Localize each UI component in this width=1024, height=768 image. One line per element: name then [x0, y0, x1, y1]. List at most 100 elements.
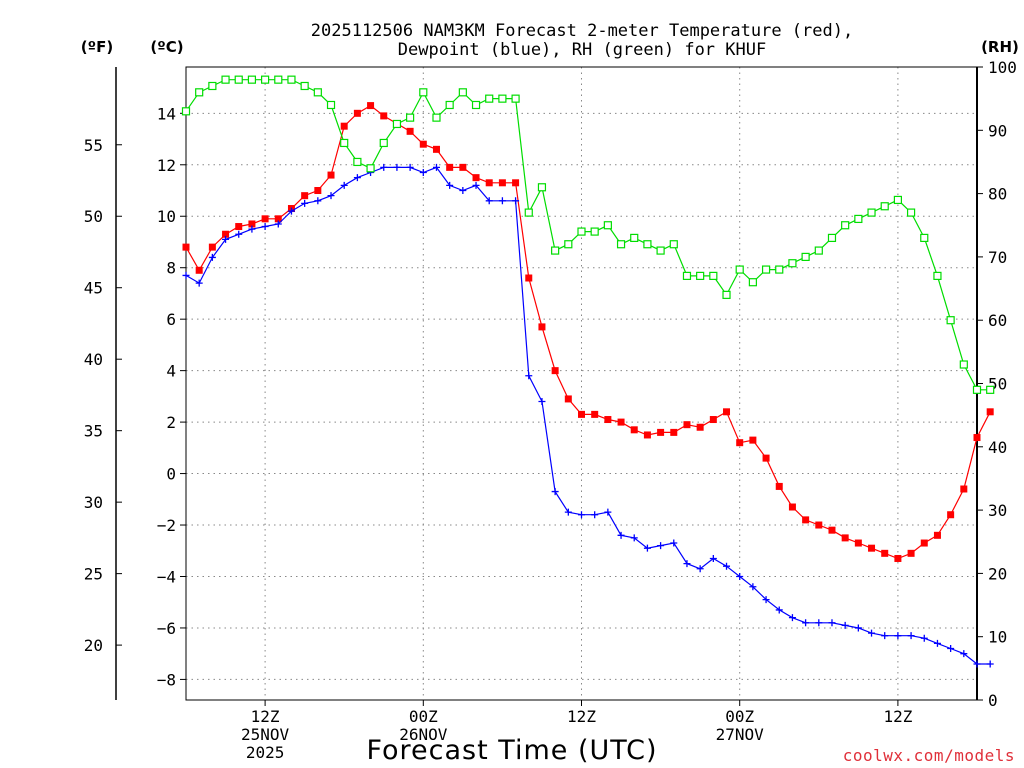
temperature-point [947, 511, 955, 519]
dewpoint-point [709, 554, 717, 562]
rh-point [709, 271, 718, 280]
celsius-tick-label: −8 [157, 670, 176, 689]
dewpoint-point [538, 398, 546, 406]
fahrenheit-tick-label: 50 [84, 207, 103, 226]
rh-point [656, 246, 665, 255]
temperature-point [538, 323, 546, 331]
rh-point [959, 360, 968, 369]
rh-point [880, 202, 889, 211]
series-line [185, 104, 991, 560]
x-tick-label: 12Z [883, 707, 912, 726]
rh-point [353, 157, 362, 167]
temperature-point [802, 516, 810, 524]
dewpoint-point [696, 565, 704, 573]
dewpoint-point [802, 619, 810, 627]
rh-point [827, 233, 837, 243]
temperature-point [182, 243, 190, 251]
celsius-unit-label: (ºC) [150, 38, 183, 56]
dewpoint-point [485, 197, 493, 205]
rh-point [485, 94, 494, 103]
temperature-point [775, 482, 783, 490]
grid [186, 67, 977, 700]
rh-point [722, 290, 731, 299]
fahrenheit-unit-label: (ºF) [81, 38, 113, 56]
rh-point [841, 221, 850, 230]
temperature-point [432, 145, 440, 153]
rh-point [551, 246, 560, 255]
dewpoint-point [446, 181, 454, 189]
dewpoint-point [222, 235, 230, 243]
rh-point [406, 113, 415, 122]
dewpoint-point [380, 163, 388, 171]
temperature-point [208, 243, 216, 251]
fahrenheit-tick-label: 30 [84, 493, 103, 512]
dewpoint-point [459, 187, 467, 195]
rh-point [603, 221, 612, 230]
rh-point [195, 88, 204, 97]
dewpoint-point [788, 614, 796, 622]
rh-point [590, 227, 599, 236]
fahrenheit-tick-label: 40 [84, 350, 103, 369]
rh-point [274, 75, 283, 84]
temperature-point [868, 544, 876, 552]
x-tick-label: 26NOV [399, 725, 448, 744]
dewpoint-point [762, 596, 770, 604]
rh-point [511, 94, 520, 103]
fahrenheit-tick-label: 55 [84, 136, 103, 155]
dewpoint-point [472, 181, 480, 189]
x-axis-label: Forecast Time (UTC) [366, 735, 657, 766]
rh-point [458, 88, 467, 97]
temperature-point [683, 421, 691, 429]
dewpoint-point [657, 542, 665, 550]
dewpoint-point [604, 508, 612, 516]
rh-point [419, 88, 428, 97]
rh-point [287, 75, 296, 84]
rh-point [379, 138, 388, 148]
dewpoint-point [881, 632, 889, 640]
temperature-point [828, 526, 836, 534]
rh-point [946, 316, 955, 325]
temperature-point [657, 428, 665, 436]
rh-point [366, 164, 375, 173]
temperature-point [498, 179, 506, 187]
rh-point [392, 119, 402, 129]
rh-tick-label: 0 [988, 691, 998, 710]
dewpoint-point [894, 632, 902, 640]
x-tick-label: 12Z [251, 707, 280, 726]
rh-point [986, 385, 995, 394]
dewpoint-point [670, 539, 678, 547]
rh-point [234, 75, 243, 84]
rh-point [471, 100, 481, 110]
dewpoint-point [868, 629, 876, 637]
rh-point [313, 88, 322, 97]
rh-tick-label: 90 [988, 121, 1007, 140]
temperature-point [617, 418, 625, 426]
rh-point [735, 265, 744, 274]
temperature-point [643, 431, 651, 439]
temperature-point [920, 539, 928, 547]
dewpoint-point [854, 624, 862, 632]
celsius-tick-label: −4 [157, 567, 176, 586]
rh-tick-label: 60 [988, 311, 1007, 330]
celsius-tick-label: 2 [166, 413, 176, 432]
dewpoint-point [432, 163, 440, 171]
rh-point [867, 208, 876, 217]
rh-point [300, 81, 309, 91]
temperature-point [248, 220, 256, 228]
temperature-point [762, 454, 770, 462]
celsius-tick-label: −2 [157, 516, 176, 535]
dewpoint-point [182, 271, 190, 279]
temperature-point [670, 428, 678, 436]
rh-point [814, 246, 823, 255]
x-tick-label: 00Z [725, 707, 754, 726]
rh-tick-label: 100 [988, 58, 1017, 77]
x-tick-label: 12Z [567, 707, 596, 726]
series-line [185, 166, 991, 665]
dewpoint-point [960, 650, 968, 658]
temperature-point [788, 503, 796, 511]
rh-tick-label: 80 [988, 185, 1007, 204]
rh-point [537, 183, 547, 192]
dewpoint-point [841, 621, 849, 629]
temperature-point [367, 102, 375, 110]
